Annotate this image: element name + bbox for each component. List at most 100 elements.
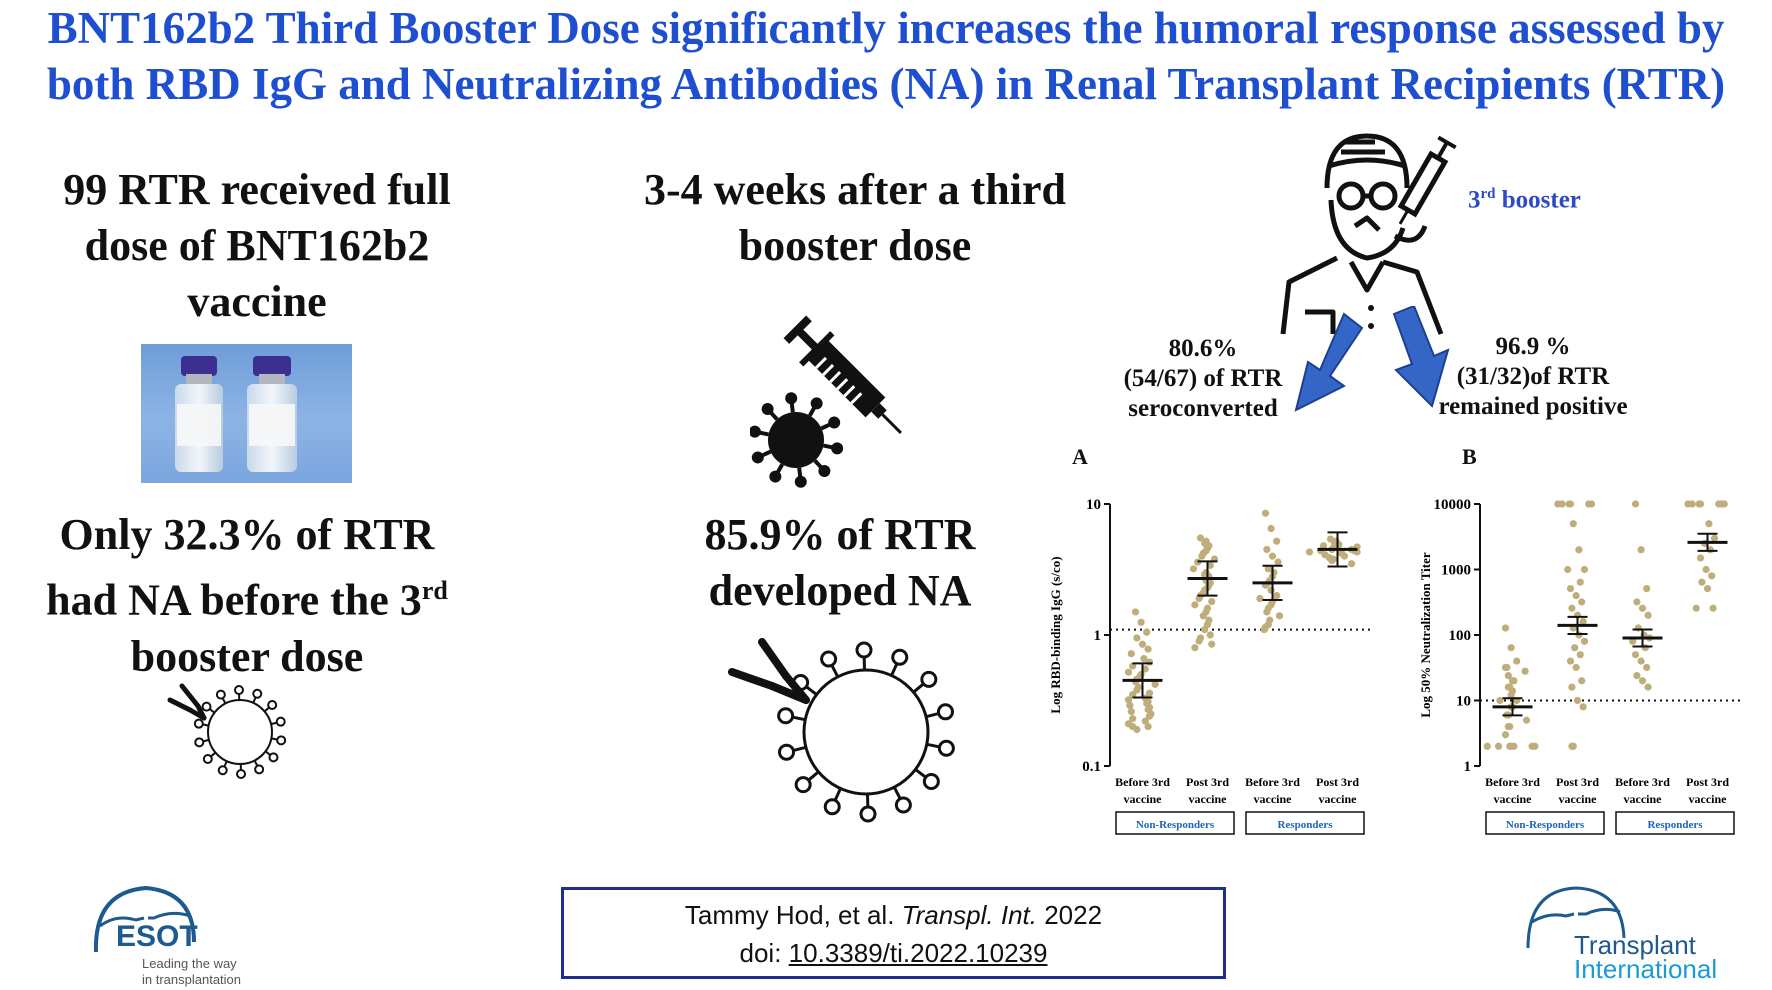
data-point bbox=[1576, 651, 1584, 659]
virus-spike-knob bbox=[777, 707, 795, 725]
data-point bbox=[1328, 556, 1336, 565]
data-point bbox=[1195, 594, 1203, 603]
ti-name-line-2: International bbox=[1574, 954, 1718, 984]
data-point bbox=[1261, 509, 1270, 517]
data-point bbox=[1268, 552, 1277, 560]
developed-na-text: 85.9% of RTR developed NA bbox=[620, 507, 1060, 619]
data-point bbox=[1531, 742, 1539, 750]
data-point bbox=[1703, 584, 1712, 593]
data-point bbox=[1507, 691, 1515, 699]
data-point bbox=[1504, 671, 1512, 680]
virus-spike-knob bbox=[215, 689, 226, 700]
data-point bbox=[1507, 644, 1515, 652]
data-point bbox=[1578, 677, 1586, 685]
data-point bbox=[1151, 680, 1159, 688]
data-point bbox=[1267, 524, 1275, 533]
data-point bbox=[1709, 604, 1717, 612]
data-point bbox=[1140, 655, 1148, 663]
esot-logo-icon bbox=[93, 885, 196, 953]
data-point bbox=[1191, 644, 1199, 652]
x-category-label: Post 3rd bbox=[1186, 775, 1229, 789]
virus-spike-knob bbox=[761, 403, 774, 416]
esot-name: ESOT bbox=[116, 920, 198, 953]
data-point bbox=[1137, 618, 1145, 626]
data-point bbox=[1634, 624, 1642, 632]
transplant-international-logo-icon bbox=[1526, 886, 1626, 949]
virus-spike-knob bbox=[831, 442, 844, 455]
data-point bbox=[1710, 534, 1719, 542]
data-point bbox=[1127, 650, 1135, 658]
data-point bbox=[1510, 742, 1518, 750]
x-category-label: Before 3rd bbox=[1485, 775, 1540, 789]
data-point bbox=[1558, 500, 1566, 508]
data-point bbox=[1196, 534, 1205, 542]
chart-b-neutralization: 10000 1000 100 10 1 Log 50% Neutralization Ti… bbox=[1418, 497, 1740, 835]
esot-tagline-2: in transplantation bbox=[142, 972, 242, 987]
data-point bbox=[1564, 565, 1572, 574]
data-point bbox=[1133, 634, 1141, 642]
patient-booster-icon bbox=[1280, 133, 1457, 335]
data-point bbox=[1260, 625, 1268, 634]
data-point bbox=[1637, 657, 1645, 665]
nonresp-percent: 80.6% bbox=[1168, 335, 1238, 362]
data-point bbox=[1637, 546, 1645, 554]
data-point bbox=[1208, 597, 1216, 606]
data-point bbox=[1496, 696, 1504, 705]
group-label: Responders bbox=[1647, 819, 1703, 831]
ti-name-line-1: Transplant bbox=[1574, 930, 1696, 960]
y-tick-label: 0.1 bbox=[1082, 759, 1101, 775]
data-point bbox=[1501, 731, 1510, 739]
virus-spike-knob bbox=[823, 798, 841, 816]
virus-spike-knob bbox=[202, 753, 213, 764]
data-point bbox=[1575, 546, 1583, 554]
data-point bbox=[1504, 722, 1512, 731]
x-category-label: vaccine bbox=[1624, 792, 1663, 806]
virus-spike-knob bbox=[236, 768, 247, 779]
data-point bbox=[1565, 500, 1573, 508]
data-point bbox=[1633, 598, 1641, 606]
data-point bbox=[1568, 742, 1576, 750]
virus-spike-knob bbox=[828, 416, 841, 429]
data-point bbox=[1522, 716, 1531, 724]
data-point bbox=[1587, 500, 1596, 508]
doi-line: doi: 10.3389/ti.2022.10239 bbox=[739, 938, 1048, 968]
virus-spike-knob bbox=[820, 650, 838, 668]
data-point bbox=[1720, 500, 1728, 508]
doi-link[interactable]: 10.3389/ti.2022.10239 bbox=[788, 938, 1048, 968]
received-line-3: vaccine bbox=[187, 277, 327, 326]
data-point bbox=[1644, 683, 1652, 691]
group-box bbox=[1245, 811, 1365, 835]
data-point bbox=[1633, 671, 1641, 680]
large-antibody-virus-icon bbox=[728, 638, 955, 823]
data-point bbox=[1133, 686, 1141, 694]
data-point bbox=[1568, 683, 1576, 691]
data-point bbox=[1305, 548, 1314, 556]
data-point bbox=[1145, 689, 1154, 697]
data-point bbox=[1521, 667, 1529, 675]
data-point bbox=[1569, 520, 1577, 528]
data-point bbox=[1201, 625, 1209, 634]
data-point bbox=[1578, 598, 1586, 606]
data-point bbox=[1138, 640, 1147, 648]
na-before-line-2: had NA before the 3rd bbox=[46, 575, 448, 625]
data-point bbox=[1145, 658, 1154, 666]
developed-line-1: 85.9% of RTR bbox=[704, 510, 976, 559]
nonresp-status: seroconverted bbox=[1128, 395, 1278, 422]
group-label: Non-Responders bbox=[1506, 819, 1585, 831]
vaccine-vials-photo bbox=[141, 344, 352, 483]
developed-line-2: developed NA bbox=[708, 566, 972, 615]
data-point bbox=[1145, 712, 1154, 720]
virus-spike-knob bbox=[891, 648, 909, 666]
title-line-1: BNT162b2 Third Booster Dose significantl… bbox=[47, 3, 1725, 53]
responders-outcome: 96.9 % (31/32)of RTR remained positive bbox=[1408, 332, 1658, 422]
y-tick-label: 1000 bbox=[1441, 563, 1471, 579]
y-tick-label: 1 bbox=[1094, 628, 1102, 644]
virus-spike-knob bbox=[254, 764, 265, 775]
data-point bbox=[1705, 520, 1713, 528]
esot-tagline-1: Leading the way bbox=[142, 956, 237, 971]
x-category-label: Before 3rd bbox=[1115, 775, 1170, 789]
data-point bbox=[1264, 565, 1272, 573]
data-point bbox=[1708, 572, 1716, 580]
y-tick-label: 1 bbox=[1464, 759, 1472, 775]
data-point bbox=[1698, 578, 1706, 586]
